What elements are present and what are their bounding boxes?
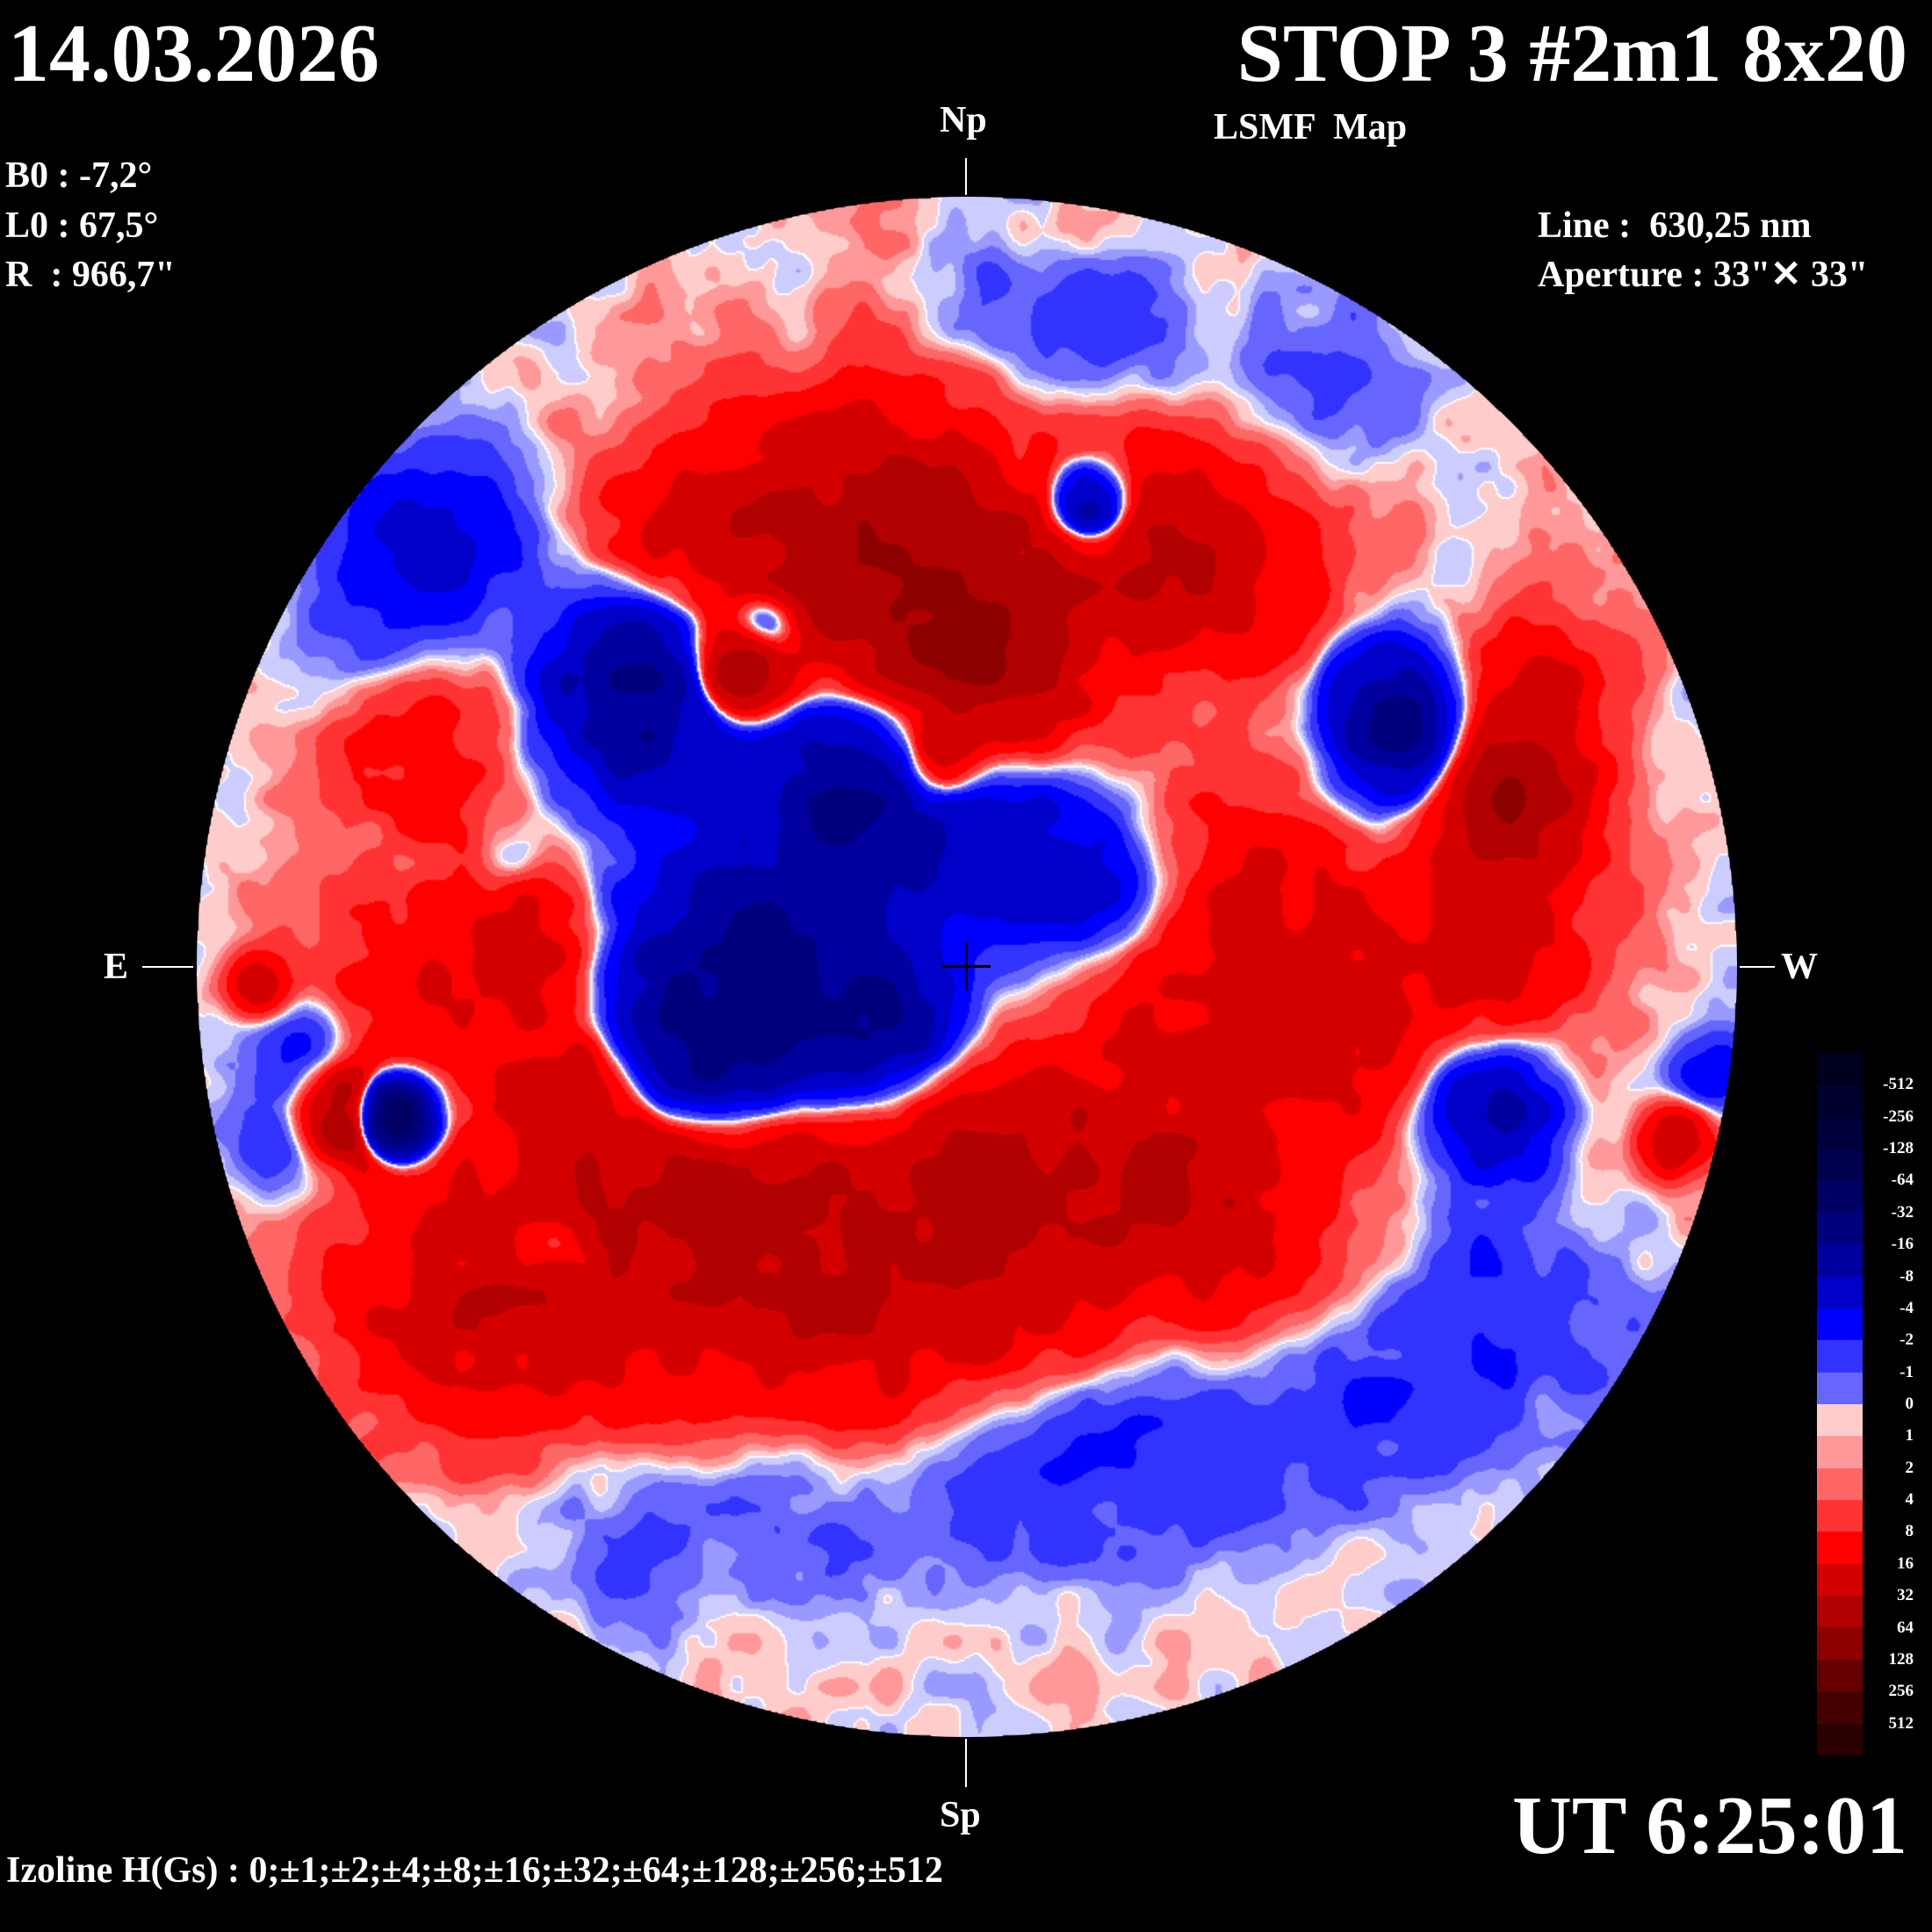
north-tick [965, 158, 967, 195]
colorbar-band [1817, 1308, 1863, 1341]
colorbar-label: 32 [1897, 1586, 1914, 1605]
colorbar-band [1817, 1276, 1863, 1308]
colorbar-band [1817, 1627, 1863, 1660]
colorbar-band [1817, 1659, 1863, 1692]
colorbar-band [1817, 1691, 1863, 1724]
colorbar-label: -512 [1883, 1075, 1914, 1094]
l0-value: L0 : 67,5° [5, 205, 159, 246]
colorbar-label: 512 [1888, 1713, 1914, 1733]
colorbar-band [1817, 1116, 1863, 1150]
colorbar-band [1817, 1467, 1863, 1501]
colorbar-label: -16 [1891, 1235, 1914, 1254]
west-label: W [1781, 947, 1818, 987]
colorbar-label: -64 [1891, 1171, 1914, 1190]
colorbar-label: 4 [1905, 1490, 1914, 1510]
observation-date: 14.03.2026 [8, 8, 379, 99]
north-pole-label: Np [940, 100, 987, 141]
colorbar-label: -1 [1900, 1362, 1914, 1381]
colorbar-band [1817, 1403, 1863, 1437]
colorbar-band [1817, 1563, 1863, 1597]
colorbar-label: 0 [1905, 1395, 1914, 1413]
map-subtitle: LSMF Map [1214, 107, 1408, 148]
colorbar-label: 256 [1888, 1682, 1914, 1701]
colorbar-band [1817, 1212, 1863, 1245]
colorbar-band [1817, 1436, 1863, 1468]
colorbar-label: -256 [1883, 1107, 1914, 1126]
isoline-legend: Izoline H(Gs) : 0;±1;±2;±4;±8;±16;±32;±6… [6, 1850, 943, 1891]
universal-time: UT 6:25:01 [1512, 1780, 1907, 1871]
colorbar-label: 8 [1905, 1522, 1914, 1541]
colorbar-band [1817, 1340, 1863, 1373]
colorbar-band [1817, 1149, 1863, 1181]
colorbar-label: -2 [1900, 1330, 1914, 1350]
colorbar-band [1817, 1085, 1863, 1117]
radius-value: R : 966,7" [5, 255, 176, 295]
colorbar-label: 16 [1897, 1554, 1914, 1573]
colorbar-label: 2 [1905, 1458, 1914, 1477]
west-tick [1740, 966, 1775, 968]
colorbar-band [1817, 1532, 1863, 1564]
colorbar-band [1817, 1053, 1863, 1085]
colorbar-label: 1 [1905, 1426, 1914, 1445]
aperture-value: Aperture : 33"✕ 33" [1538, 255, 1869, 295]
b0-value: B0 : -7,2° [5, 155, 153, 196]
east-label: E [104, 947, 129, 987]
spectral-line-value: Line : 630,25 nm [1538, 205, 1812, 246]
colorbar-label: -32 [1891, 1202, 1914, 1222]
colorbar-band [1817, 1596, 1863, 1628]
colorbar-band [1817, 1500, 1863, 1532]
colorbar-label: -4 [1900, 1298, 1914, 1317]
colorbar-band [1817, 1244, 1863, 1277]
south-pole-label: Sp [940, 1795, 981, 1835]
colorbar [1817, 1053, 1863, 1755]
colorbar-label: -8 [1900, 1266, 1914, 1286]
south-tick [965, 1739, 967, 1787]
map-title: STOP 3 #2m1 8x20 [1236, 8, 1907, 99]
colorbar-band [1817, 1723, 1863, 1755]
colorbar-band [1817, 1372, 1863, 1404]
disc-center-crosshair-vertical [965, 941, 968, 991]
colorbar-label: 64 [1897, 1618, 1914, 1637]
colorbar-band [1817, 1180, 1863, 1213]
east-tick [142, 966, 193, 968]
colorbar-label: -128 [1883, 1139, 1914, 1158]
colorbar-label: 128 [1888, 1649, 1914, 1669]
